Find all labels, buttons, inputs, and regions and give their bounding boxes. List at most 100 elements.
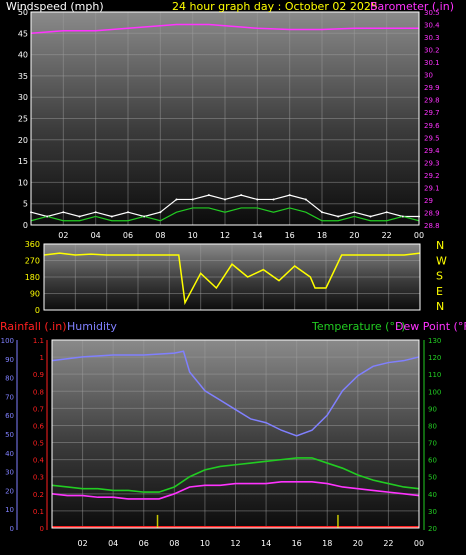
rain-tick-label: 0.6 bbox=[33, 422, 45, 430]
compass-label: N bbox=[436, 239, 444, 252]
compass-label: E bbox=[436, 285, 443, 298]
x-tick-label: 04 bbox=[91, 231, 101, 240]
humidity-axis: 0 10 20 30 40 50 60 70 80 90 100 bbox=[1, 337, 14, 533]
direction-tick-label: 180 bbox=[25, 273, 40, 282]
temp-hum-frame bbox=[51, 339, 420, 529]
windspeed-tick-label: 0 bbox=[23, 221, 28, 230]
humidity-tick-label: 60 bbox=[5, 412, 14, 420]
wind-gust-point bbox=[304, 198, 307, 201]
humidity-tick-label: 20 bbox=[5, 487, 14, 495]
barometer-tick-label: 30.4 bbox=[424, 22, 440, 30]
x-tick-label: 18 bbox=[322, 539, 332, 548]
barometer-tick-label: 30.5 bbox=[424, 9, 440, 17]
temperature-tick-label: 130 bbox=[428, 337, 441, 345]
temperature-tick-label: 110 bbox=[428, 371, 441, 379]
humidity-tick-label: 0 bbox=[10, 525, 14, 533]
temperature-axis: 20 30 40 50 60 70 80 90 100 110 120 130 bbox=[428, 337, 441, 533]
x-tick-label: 12 bbox=[230, 539, 240, 548]
x-tick-label: 06 bbox=[139, 539, 149, 548]
temperature-tick-label: 20 bbox=[428, 525, 437, 533]
x-tick-label: 20 bbox=[353, 539, 363, 548]
x-tick-label: 20 bbox=[349, 231, 359, 240]
wind-gust-point bbox=[78, 215, 81, 218]
windspeed-tick-label: 10 bbox=[18, 178, 28, 187]
barometer-label: Barometer (.in) bbox=[370, 0, 454, 13]
dewpoint-label: Dew Point (°F) bbox=[395, 320, 466, 333]
wind-baro-grid bbox=[31, 11, 420, 226]
x-tick-label: 08 bbox=[155, 231, 165, 240]
x-tick-label: 10 bbox=[188, 231, 198, 240]
rain-tick-label: 0.8 bbox=[33, 388, 44, 396]
barometer-tick-label: 29.9 bbox=[424, 84, 440, 92]
barometer-axis: 28.8 28.9 29 29.1 29.2 29.3 29.4 29.5 29.6 29.7 29… bbox=[424, 9, 440, 230]
wind-baro-series bbox=[30, 23, 420, 222]
x-tick-label: 18 bbox=[317, 231, 327, 240]
barometer-tick-label: 28.9 bbox=[424, 209, 440, 217]
windspeed-tick-label: 5 bbox=[23, 200, 28, 209]
barometer-tick-label: 29.4 bbox=[424, 147, 440, 155]
wind-gust-point bbox=[224, 198, 226, 201]
barometer-tick-label: 30.2 bbox=[424, 47, 440, 55]
wind-gust-point bbox=[288, 194, 291, 197]
windspeed-tick-label: 25 bbox=[18, 115, 28, 124]
humidity-tick-label: 90 bbox=[5, 356, 14, 364]
x-tick-label: 16 bbox=[292, 539, 302, 548]
direction-tick-label: 360 bbox=[25, 240, 40, 249]
temperature-tick-label: 100 bbox=[428, 388, 441, 396]
temperature-tick-label: 90 bbox=[428, 405, 437, 413]
barometer-line bbox=[30, 23, 419, 35]
compass-label: W bbox=[436, 254, 447, 267]
direction-tick-label: 270 bbox=[25, 257, 40, 266]
direction-line bbox=[43, 252, 421, 306]
x-tick-label: 04 bbox=[108, 539, 118, 548]
wind-gust-point bbox=[401, 215, 404, 218]
compass-label: S bbox=[436, 270, 443, 283]
wind-baro-x-axis: 02 04 06 08 10 12 14 16 18 20 22 00 bbox=[58, 231, 424, 240]
humidity-tick-label: 70 bbox=[5, 393, 14, 401]
x-tick-label: 14 bbox=[252, 231, 262, 240]
wind-baro-frame bbox=[30, 11, 420, 226]
wind-gust-point bbox=[159, 211, 162, 214]
wind-gust-point bbox=[353, 211, 356, 214]
temp-hum-x-axis: 02 04 06 08 10 12 14 16 18 20 22 00 bbox=[77, 539, 424, 548]
temperature-label: Temperature (°F) bbox=[311, 320, 406, 333]
temperature-tick-label: 120 bbox=[428, 354, 441, 362]
barometer-tick-label: 29.2 bbox=[424, 172, 440, 180]
x-tick-label: 10 bbox=[200, 539, 210, 548]
rain-tick-label: 0.3 bbox=[33, 474, 44, 482]
wind-gust-point bbox=[127, 211, 129, 214]
windspeed-tick-label: 45 bbox=[18, 29, 28, 38]
temperature-tick-label: 70 bbox=[428, 440, 437, 448]
x-tick-label: 22 bbox=[382, 231, 392, 240]
barometer-tick-label: 29.3 bbox=[424, 159, 440, 167]
barometer-tick-label: 29.7 bbox=[424, 109, 440, 117]
wind-gust-point bbox=[369, 215, 372, 218]
wind-gust-point bbox=[240, 194, 243, 197]
x-tick-label: 08 bbox=[169, 539, 179, 548]
temperature-tick-label: 30 bbox=[428, 508, 437, 516]
temperature-line bbox=[51, 457, 420, 493]
direction-tick-label: 90 bbox=[30, 290, 40, 299]
barometer-tick-label: 28.8 bbox=[424, 222, 440, 230]
wind-gust-point bbox=[143, 215, 146, 218]
direction-degree-axis: 0 90 180 270 360 bbox=[25, 240, 40, 315]
x-tick-label: 06 bbox=[123, 231, 133, 240]
windspeed-label: Windspeed (mph) bbox=[6, 0, 104, 13]
humidity-tick-label: 10 bbox=[5, 506, 14, 514]
wind-gust-point bbox=[385, 211, 388, 214]
x-tick-label: 22 bbox=[383, 539, 393, 548]
dewpoint-line bbox=[51, 481, 420, 500]
rain-axis: 0 0.1 0.2 0.3 0.4 0.5 0.6 0.7 0.8 0.9 1 1.1 bbox=[33, 337, 45, 533]
humidity-label: Humidity bbox=[67, 320, 117, 333]
wind-gust-point bbox=[272, 198, 275, 201]
rain-tick-label: 0.2 bbox=[33, 491, 44, 499]
rain-tick-label: 0.1 bbox=[33, 508, 44, 516]
wind-baro-plot-bg bbox=[31, 12, 419, 225]
wind-gust-point bbox=[46, 215, 49, 218]
compass-label: N bbox=[436, 300, 444, 313]
humidity-tick-label: 100 bbox=[1, 337, 14, 345]
rain-tick-label: 1 bbox=[40, 354, 44, 362]
